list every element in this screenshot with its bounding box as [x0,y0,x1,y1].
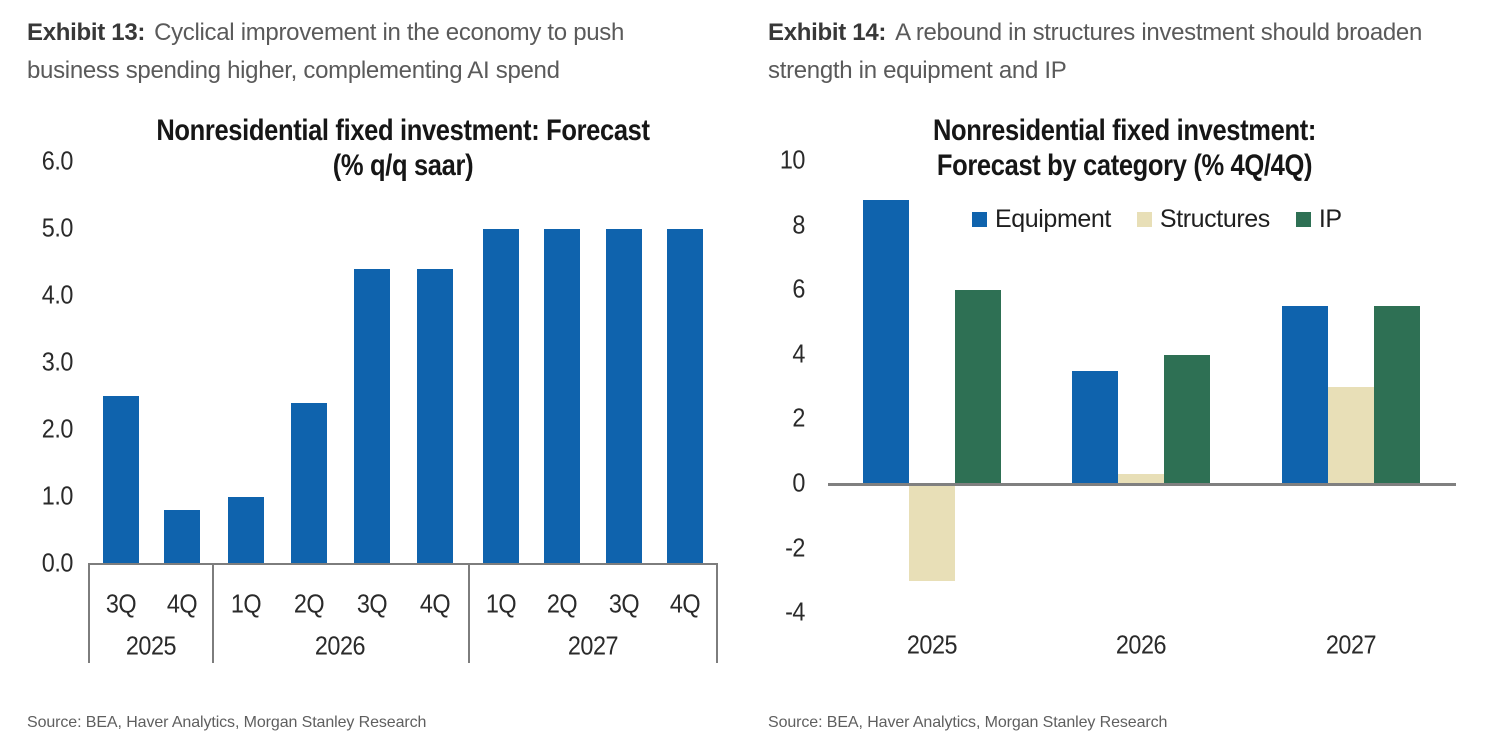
source-note-right: Source: BEA, Haver Analytics, Morgan Sta… [768,714,1168,731]
quarter-label: 3Q [356,588,387,619]
y-axis-tick-label: 0.0 [41,547,74,578]
bar-equipment-2025 [863,200,909,486]
exhibit-13-heading-text: Cyclical improvement in the economy to p… [27,19,625,84]
legend-item-equipment: Equipment [972,205,1111,234]
chart-14-title-line-2: Forecast by category (% 4Q/4Q) [936,149,1313,182]
zero-line [828,483,1456,486]
exhibit-13-heading: Exhibit 13: Cyclical improvement in the e… [27,14,675,90]
year-label: 2027 [1325,629,1377,660]
y-axis-tick-label: 10 [779,144,806,175]
y-axis-tick-label: 2 [792,402,805,433]
quarter-label: 3Q [105,588,136,619]
year-label: 2025 [125,630,177,661]
y-axis-tick-label: 8 [792,208,805,239]
chart-14-title-line-1: Nonresidential fixed investment: [932,114,1317,147]
year-label: 2026 [1115,629,1167,660]
exhibit-14-label: Exhibit 14: [768,19,887,46]
quarter-label: 4Q [419,588,450,619]
bar-ip-2026 [1164,355,1210,486]
quarter-label: 4Q [166,588,197,619]
bar-2026-3Q [353,269,390,564]
bar-structures-2025 [909,484,955,581]
bar-2027-4Q [667,229,704,564]
legend-label: Equipment [995,205,1111,233]
quarter-label: 4Q [670,588,701,619]
y-axis-tick-label: 5.0 [41,212,74,243]
bar-equipment-2027 [1282,306,1328,486]
source-note-left: Source: BEA, Haver Analytics, Morgan Sta… [27,714,427,731]
year-label: 2025 [906,629,958,660]
chart-14-title: Nonresidential fixed investment: Forecas… [884,113,1364,183]
table-divider [88,563,90,663]
exhibit-14-heading: Exhibit 14: A rebound in structures inves… [768,14,1473,90]
exhibit-14-heading-text: A rebound in structures investment shoul… [768,19,1423,84]
bar-equipment-2026 [1072,371,1118,486]
quarter-label: 1Q [230,588,261,619]
bar-2025-4Q [163,510,200,564]
quarter-label: 2Q [293,588,324,619]
legend-swatch-ip [1295,212,1311,227]
year-label: 2026 [314,630,366,661]
bar-ip-2027 [1374,306,1420,486]
y-axis-tick-label: 6.0 [41,145,74,176]
x-axis-line [88,563,718,565]
y-axis-tick-label: 6 [792,273,805,304]
chart-13-title-line-1: Nonresidential fixed investment: Forecas… [156,114,650,147]
y-axis-tick-label: -2 [785,531,805,562]
bar-2026-1Q [227,497,264,564]
legend-swatch-structures [1136,212,1152,227]
legend-label: Structures [1159,205,1270,233]
bar-2027-2Q [544,229,581,564]
legend-item-ip: IP [1295,205,1342,234]
y-axis-tick-label: 4 [792,338,805,369]
y-axis-tick-label: 3.0 [41,346,74,377]
y-axis-tick-label: 2.0 [41,413,74,444]
table-divider [212,563,214,663]
legend-item-structures: Structures [1136,205,1270,234]
bar-structures-2027 [1328,387,1374,486]
quarter-label: 3Q [608,588,640,619]
bar-2027-3Q [605,229,642,564]
y-axis-tick-label: 4.0 [41,279,74,310]
exhibit-13-label: Exhibit 13: [27,19,146,46]
chart-13-title-line-2: (% q/q saar) [332,149,474,182]
bar-2027-1Q [482,229,519,564]
chart-13-title: Nonresidential fixed investment: Forecas… [148,113,658,183]
quarter-label: 1Q [485,588,517,619]
bar-2026-2Q [290,403,327,564]
legend-label: IP [1318,205,1342,233]
legend: Equipment Structures IP [972,205,1342,234]
year-label: 2027 [567,630,619,661]
quarter-label: 2Q [547,588,578,619]
table-divider [716,563,718,663]
bar-ip-2025 [955,290,1001,486]
y-axis-tick-label: 1.0 [41,480,74,511]
bar-2025-3Q [102,396,139,564]
y-axis-tick-label: 0 [792,467,805,498]
y-axis-tick-label: -4 [785,596,805,627]
legend-swatch-equipment [972,212,987,227]
table-divider [468,563,470,663]
bar-2026-4Q [416,269,453,564]
